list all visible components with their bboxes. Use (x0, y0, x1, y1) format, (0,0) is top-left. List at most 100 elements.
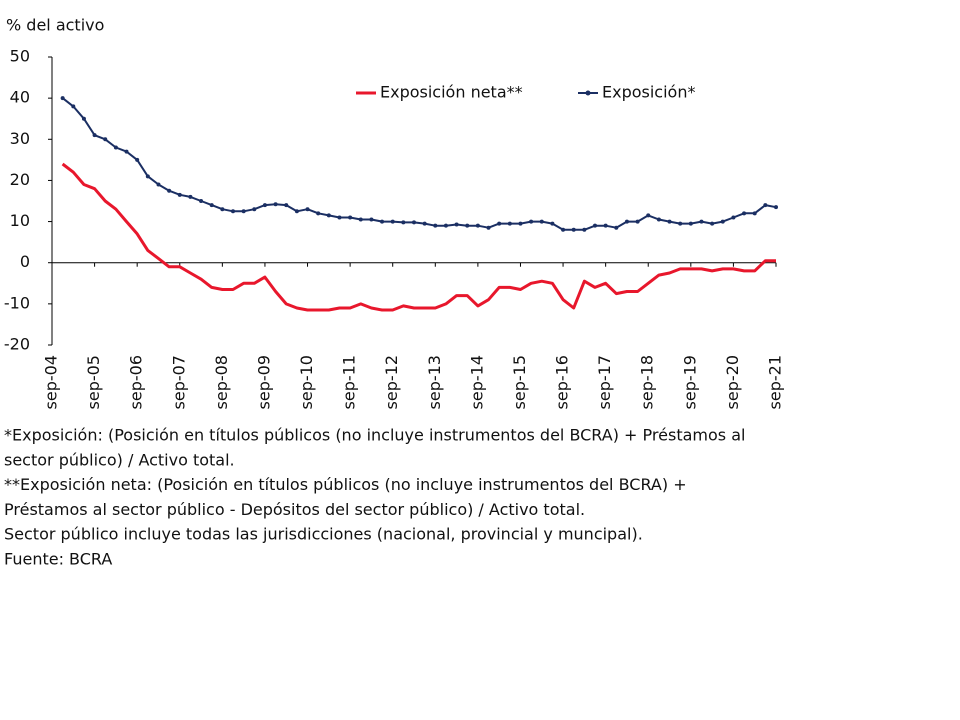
series-marker (699, 219, 704, 224)
series-marker (71, 104, 76, 109)
x-tick-label: sep-04 (42, 355, 61, 409)
series-marker (294, 209, 299, 214)
x-tick-label: sep-16 (553, 355, 572, 409)
series-marker (305, 207, 310, 212)
series-marker (667, 219, 672, 224)
series-marker (390, 219, 395, 224)
x-tick-label: sep-06 (127, 355, 146, 409)
series-marker (124, 149, 129, 154)
x-tick-label: sep-14 (467, 355, 486, 409)
footnote: Sector público incluye todas las jurisdi… (4, 525, 643, 544)
series-marker (731, 215, 736, 220)
series-marker (465, 223, 470, 228)
y-tick-label: 20 (10, 170, 30, 189)
series-marker (593, 223, 597, 228)
series-marker (475, 223, 480, 228)
series-marker (497, 221, 502, 226)
legend-label: Exposición neta** (380, 83, 523, 102)
series-marker (231, 209, 235, 214)
series-marker (656, 217, 661, 222)
series-marker (710, 221, 715, 226)
series-marker (369, 217, 374, 222)
x-tick-label: sep-15 (510, 355, 529, 409)
series-marker (678, 221, 683, 226)
series-marker (316, 211, 321, 216)
y-tick-label: -20 (4, 335, 30, 354)
x-tick-label: sep-10 (297, 355, 316, 409)
x-tick-label: sep-09 (254, 355, 273, 409)
x-tick-label: sep-08 (212, 355, 231, 409)
series-marker (348, 215, 353, 220)
series-line (61, 162, 776, 312)
footnote: Préstamos al sector público - Depósitos … (4, 500, 585, 519)
series-marker (199, 199, 204, 203)
series-marker (742, 211, 747, 216)
series-marker (241, 209, 246, 214)
series-marker (337, 215, 342, 220)
x-tick-label: sep-20 (723, 355, 742, 409)
series-marker (252, 207, 257, 212)
series-marker (422, 221, 427, 226)
footnote: sector público) / Activo total. (4, 450, 235, 469)
y-tick-label: 30 (10, 129, 30, 148)
series-marker (752, 211, 757, 216)
series-marker (380, 219, 385, 224)
series-marker (209, 203, 214, 208)
series-marker (763, 203, 768, 208)
x-tick-label: sep-13 (425, 355, 444, 409)
series-marker (412, 220, 416, 225)
series-marker (550, 221, 555, 226)
series-marker (81, 116, 86, 121)
series-marker (273, 202, 278, 207)
y-tick-label: 0 (20, 252, 30, 271)
series-marker (774, 205, 778, 210)
series-marker (635, 219, 640, 224)
series-marker (220, 207, 225, 212)
series-marker (145, 174, 150, 179)
series-marker (401, 220, 406, 225)
series-marker (688, 221, 693, 226)
series-marker (539, 219, 544, 224)
series-marker (518, 221, 523, 226)
series-marker (507, 221, 512, 226)
series-marker (103, 137, 108, 142)
series-marker (167, 188, 172, 193)
series-marker (454, 222, 459, 227)
x-tick-label: sep-19 (680, 355, 699, 409)
x-tick-label: sep-17 (595, 355, 614, 409)
y-tick-label: 50 (10, 47, 30, 66)
x-tick-label: sep-11 (340, 355, 359, 409)
series-marker (135, 157, 140, 162)
y-tick-label: 40 (10, 88, 30, 107)
series-marker (624, 219, 629, 224)
series-marker (561, 227, 566, 232)
x-tick-label: sep-21 (766, 355, 785, 409)
footnote: *Exposición: (Posición en títulos públic… (4, 426, 745, 445)
y-tick-label: -10 (4, 293, 30, 312)
series-marker (433, 223, 438, 228)
series-marker (529, 219, 534, 224)
y-tick-label: 10 (10, 211, 30, 230)
series-marker (177, 192, 182, 197)
series-line (61, 97, 777, 231)
y-axis-label: % del activo (6, 16, 104, 35)
legend-label: Exposición* (602, 83, 695, 102)
series-marker (582, 227, 587, 232)
series-marker (284, 203, 289, 208)
series-marker (603, 223, 608, 228)
series-marker (443, 223, 448, 228)
x-tick-label: sep-07 (169, 355, 188, 409)
series-marker (720, 219, 725, 224)
footnote: Fuente: BCRA (4, 550, 112, 569)
footnote: **Exposición neta: (Posición en títulos … (4, 475, 687, 494)
series-marker (486, 225, 491, 230)
series-marker (646, 213, 651, 218)
series-marker (262, 203, 267, 208)
series-marker (156, 182, 161, 187)
x-tick-label: sep-18 (638, 355, 657, 409)
series-marker (571, 227, 576, 232)
series-marker (60, 96, 65, 101)
x-tick-label: sep-05 (84, 355, 103, 409)
series-marker (326, 213, 331, 218)
